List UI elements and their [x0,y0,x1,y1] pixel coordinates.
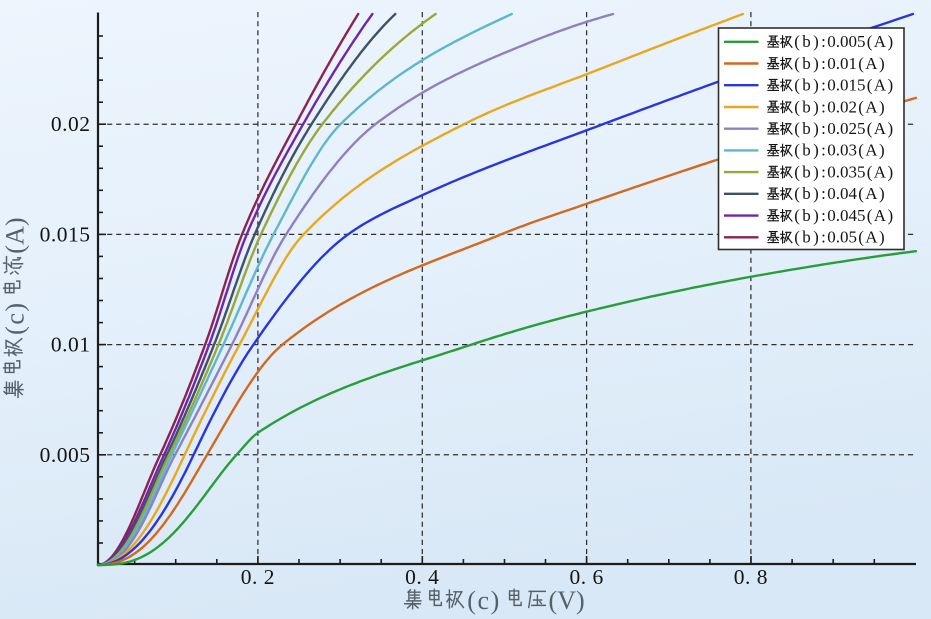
svg-text:(b):: (b): [794,119,826,138]
svg-text:(A): (A) [858,141,885,160]
svg-text:0.025: 0.025 [827,119,865,138]
svg-text:(c): (c) [467,586,499,615]
svg-text:(A): (A) [858,97,885,116]
svg-text:(b):: (b): [794,97,826,116]
svg-text:(A): (A) [867,162,894,181]
svg-text:0.015: 0.015 [827,76,865,95]
svg-text:0. 4: 0. 4 [405,565,439,589]
svg-text:0.005: 0.005 [40,443,91,467]
svg-text:(A): (A) [858,184,885,203]
svg-text:0.005: 0.005 [827,32,865,51]
svg-text:0. 6: 0. 6 [569,565,603,589]
svg-text:(A): (A) [867,206,894,225]
svg-text:(A): (A) [1,218,30,254]
svg-text:(b):: (b): [794,141,826,160]
svg-text:0.02: 0.02 [51,112,91,136]
svg-text:(c): (c) [1,303,30,335]
svg-text:0. 2: 0. 2 [241,565,275,589]
svg-text:(A): (A) [867,76,894,95]
svg-text:0.02: 0.02 [827,97,857,116]
svg-text:0.01: 0.01 [827,54,857,73]
svg-text:(b):: (b): [794,54,826,73]
svg-text:0. 8: 0. 8 [734,565,768,589]
svg-text:0.015: 0.015 [40,222,91,246]
svg-text:0.045: 0.045 [827,206,865,225]
svg-text:0.04: 0.04 [827,184,857,203]
svg-text:(b):: (b): [794,32,826,51]
svg-text:0.03: 0.03 [827,141,857,160]
svg-text:(A): (A) [867,32,894,51]
svg-text:(V): (V) [549,586,585,615]
svg-text:0.01: 0.01 [51,333,91,357]
svg-text:(A): (A) [858,54,885,73]
svg-text:0.05: 0.05 [827,228,857,247]
svg-text:(b):: (b): [794,228,826,247]
svg-text:(b):: (b): [794,162,826,181]
svg-text:(b):: (b): [794,206,826,225]
svg-text:(b):: (b): [794,76,826,95]
svg-text:(b):: (b): [794,184,826,203]
svg-text:(A): (A) [867,119,894,138]
svg-text:(A): (A) [858,228,885,247]
svg-text:0.035: 0.035 [827,162,865,181]
